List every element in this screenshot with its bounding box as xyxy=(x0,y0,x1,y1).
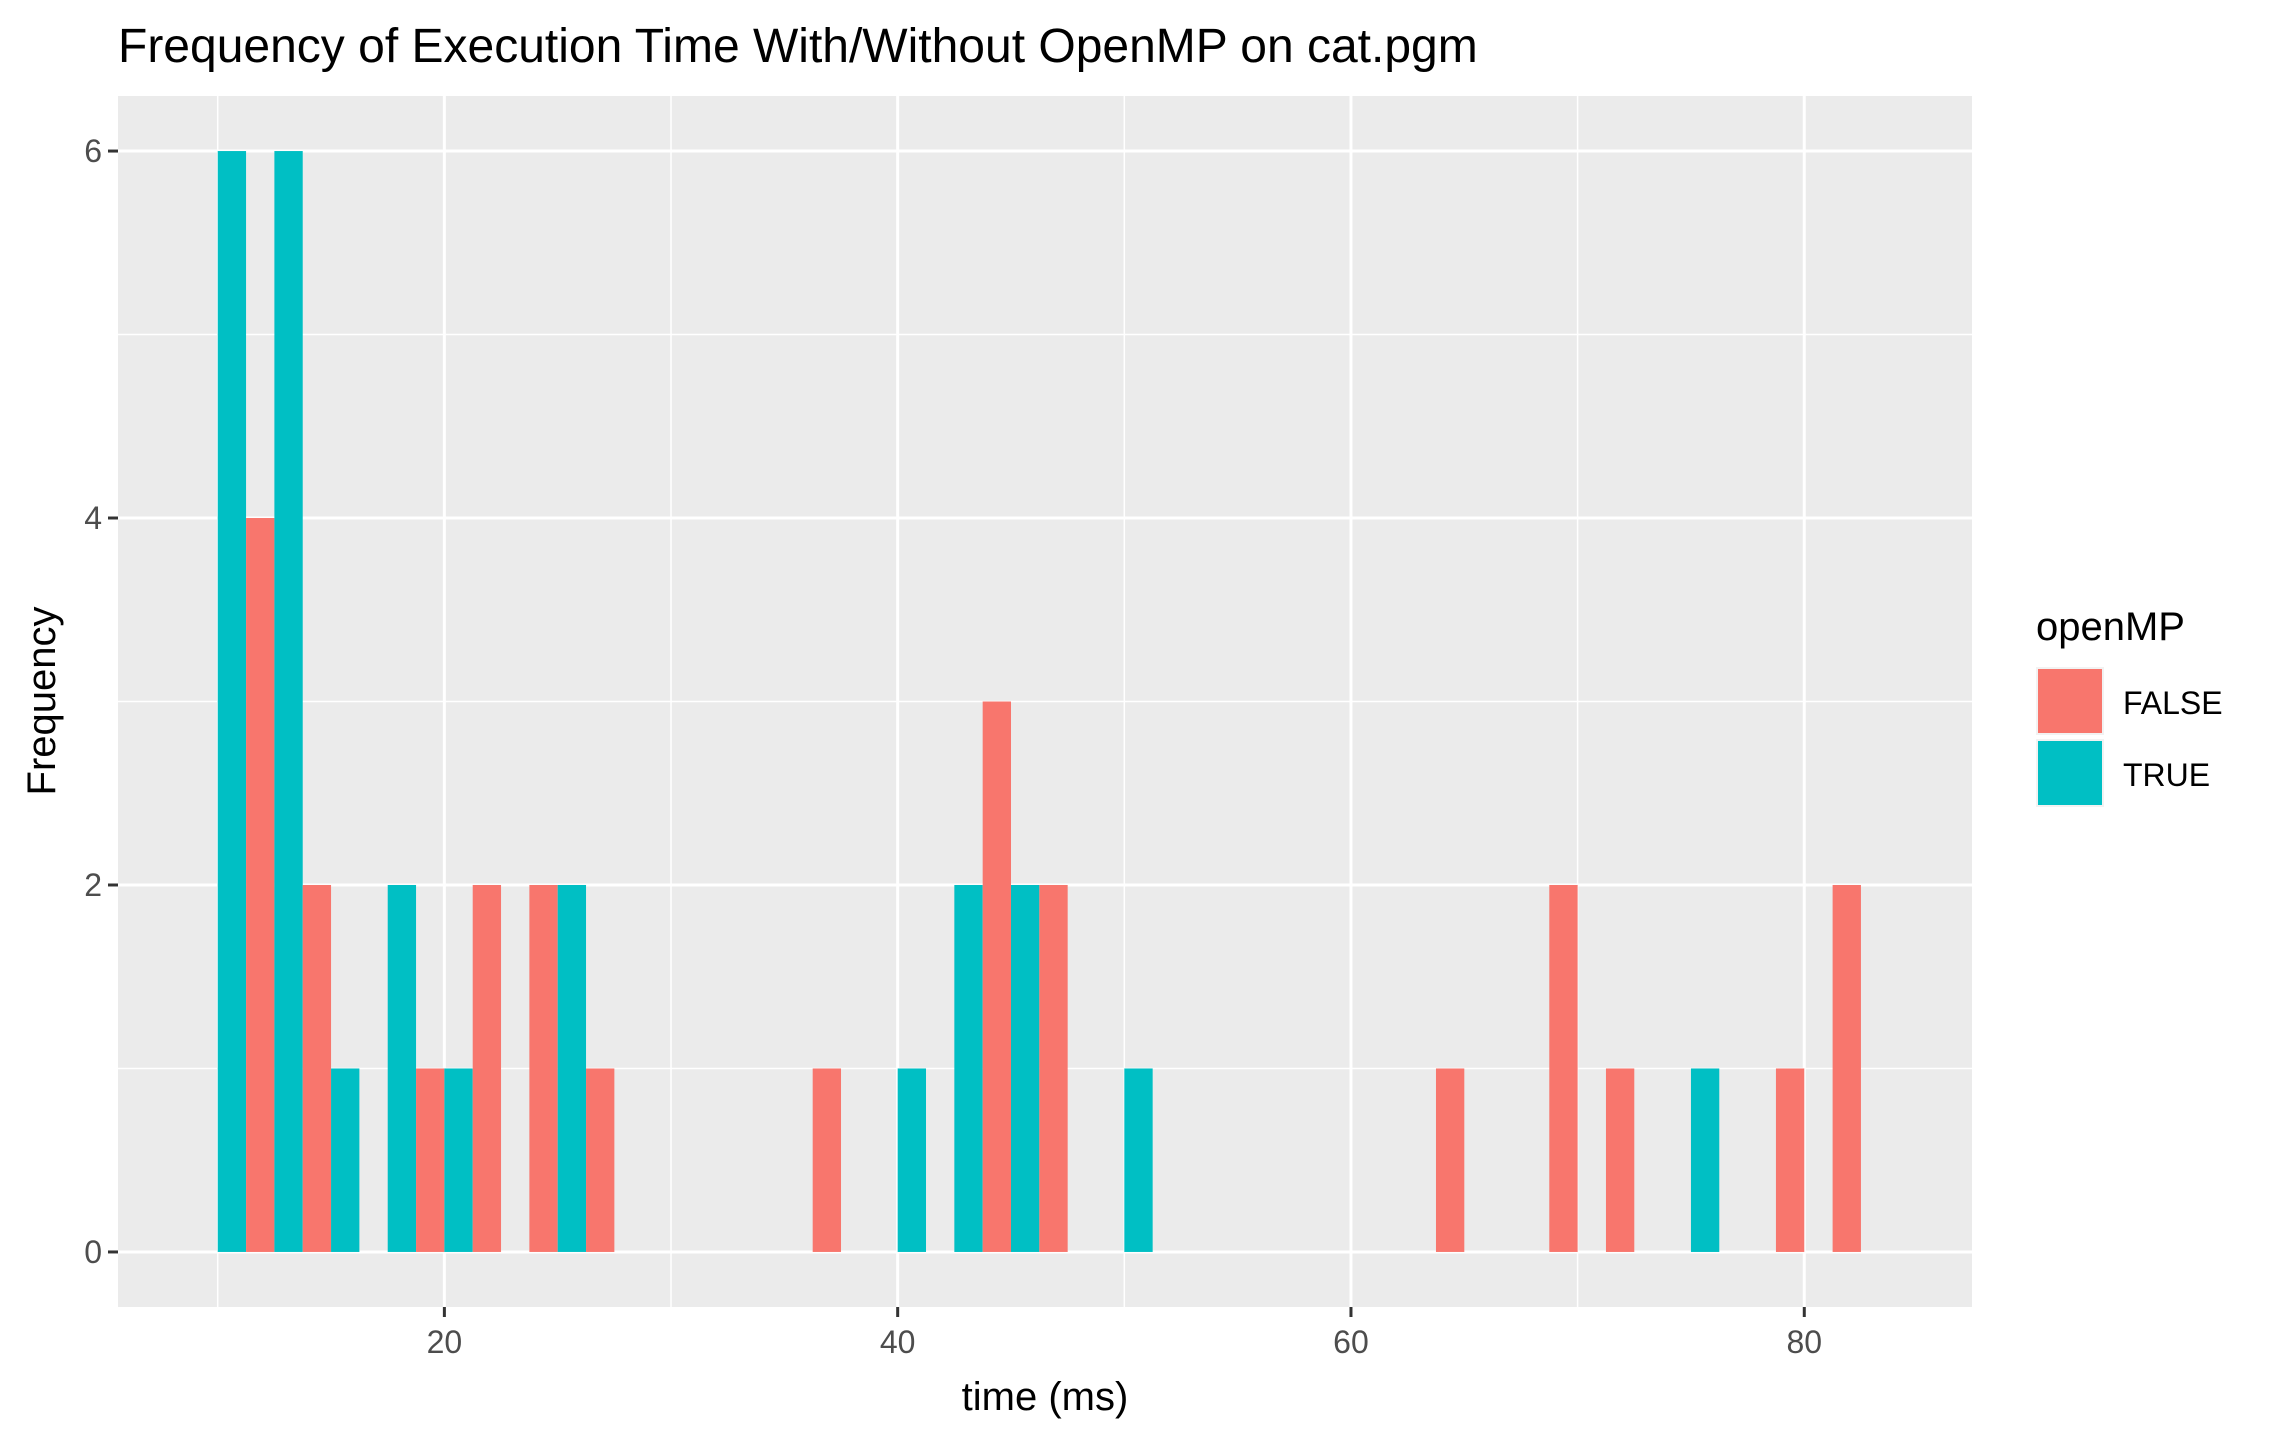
bar-false xyxy=(246,518,275,1252)
bar-false xyxy=(982,701,1012,1252)
y-tick-label: 2 xyxy=(84,867,102,903)
x-axis-title: time (ms) xyxy=(962,1375,1129,1419)
y-axis-title: Frequency xyxy=(20,607,64,796)
bar-true xyxy=(387,884,417,1252)
bar-false xyxy=(472,884,502,1252)
x-tick-label: 80 xyxy=(1786,1324,1822,1360)
bar-false xyxy=(1605,1068,1635,1252)
bar-false xyxy=(1549,884,1578,1252)
bar-true xyxy=(217,151,247,1252)
bar-false xyxy=(1775,1068,1805,1252)
legend-key-true xyxy=(2038,741,2102,805)
bar-true xyxy=(444,1068,473,1252)
legend-label-false: FALSE xyxy=(2123,685,2223,721)
x-tick-label: 60 xyxy=(1333,1324,1369,1360)
bar-true xyxy=(897,1068,927,1252)
legend: openMP FALSE TRUE xyxy=(2036,605,2223,807)
bar-false xyxy=(529,884,558,1252)
bar-false xyxy=(1435,1068,1465,1252)
bar-true xyxy=(954,884,983,1252)
bar-false xyxy=(586,1068,615,1252)
x-axis: 20 40 60 80 xyxy=(427,1307,1822,1360)
y-axis: 0 2 4 6 xyxy=(84,133,118,1270)
bar-false xyxy=(812,1068,842,1252)
y-tick-label: 6 xyxy=(84,133,102,169)
bar-true xyxy=(331,1068,360,1252)
legend-title: openMP xyxy=(2036,605,2185,649)
bar-false xyxy=(1039,884,1068,1252)
chart-title: Frequency of Execution Time With/Without… xyxy=(118,20,1478,73)
bars xyxy=(217,151,1861,1252)
legend-label-true: TRUE xyxy=(2123,757,2210,793)
bar-true xyxy=(1011,884,1040,1252)
bar-true xyxy=(557,884,587,1252)
bar-true xyxy=(1690,1068,1720,1252)
y-tick-label: 0 xyxy=(84,1234,102,1270)
bar-false xyxy=(302,884,332,1252)
bar-true xyxy=(274,151,303,1252)
bar-false xyxy=(416,1068,445,1252)
bar-false xyxy=(1832,884,1861,1252)
x-tick-label: 20 xyxy=(427,1324,463,1360)
y-tick-label: 4 xyxy=(84,500,102,536)
legend-key-false xyxy=(2038,669,2102,733)
bar-true xyxy=(1124,1068,1153,1252)
x-tick-label: 40 xyxy=(880,1324,916,1360)
